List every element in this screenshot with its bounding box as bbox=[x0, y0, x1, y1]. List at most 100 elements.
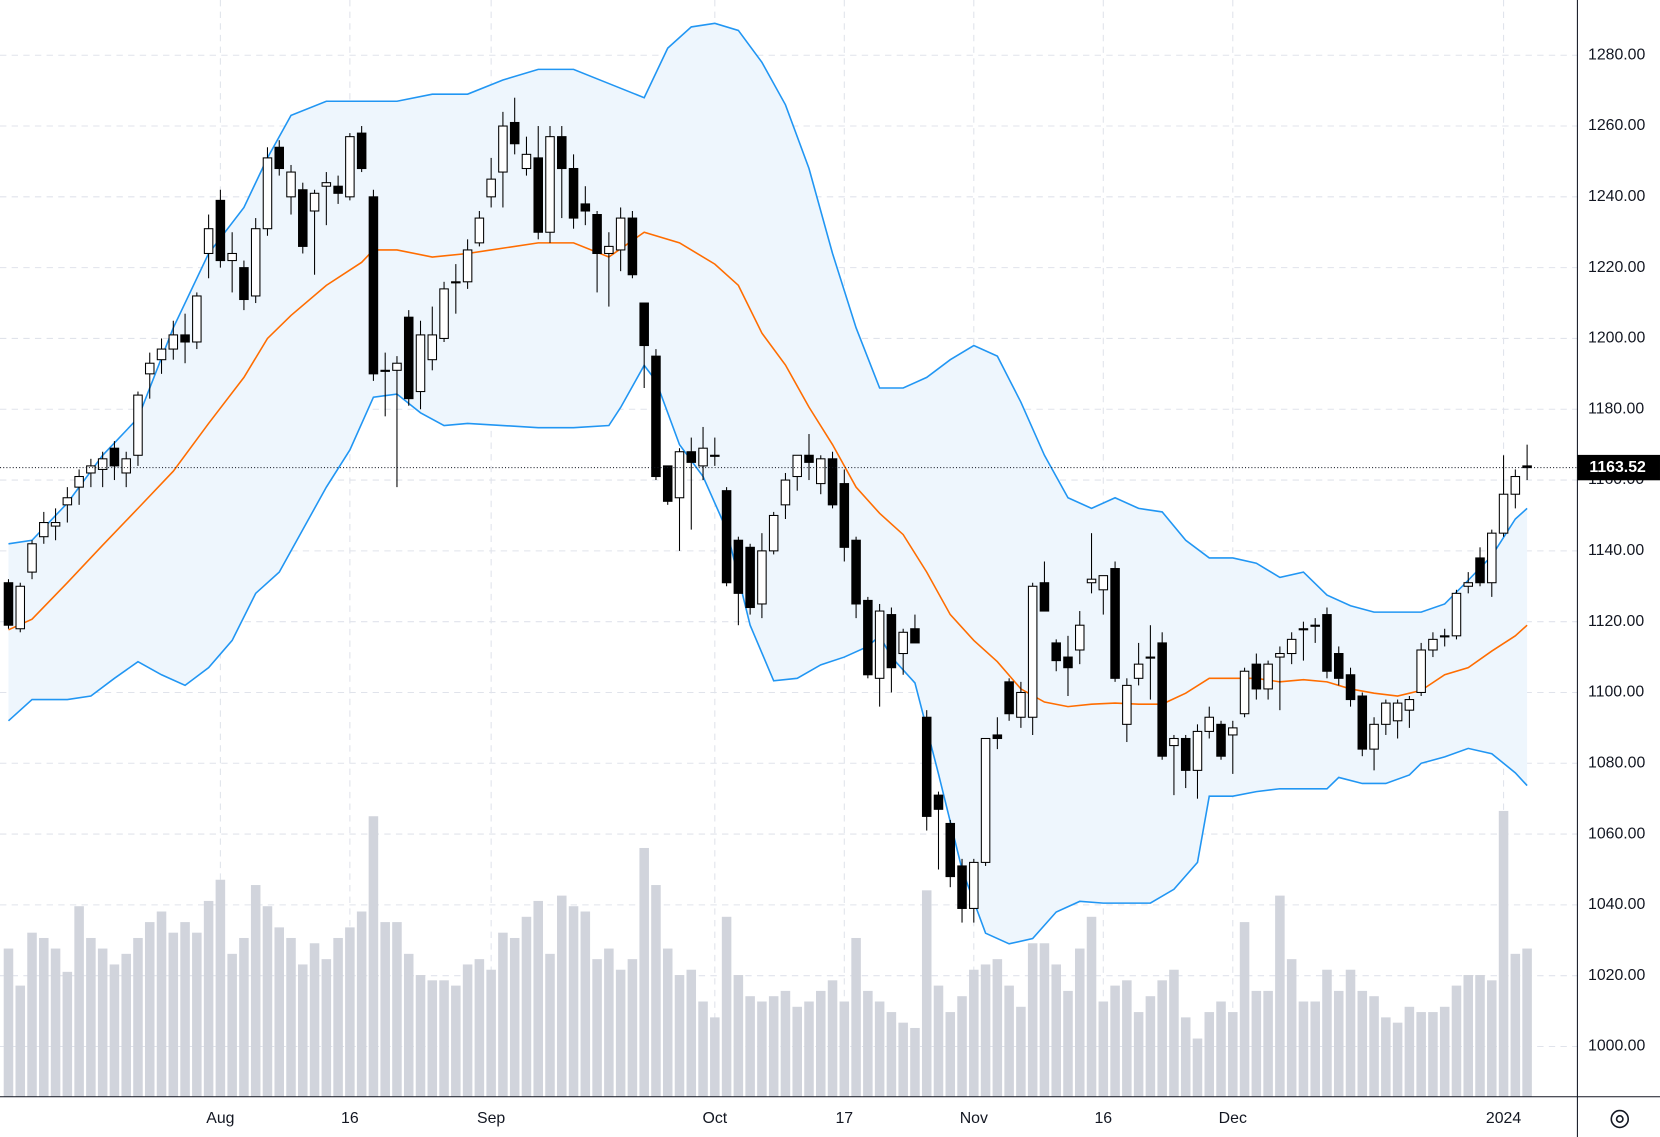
volume-bar bbox=[50, 948, 61, 1097]
candle-body bbox=[921, 716, 932, 817]
candle-body bbox=[1392, 702, 1403, 722]
settings-icon-center bbox=[1615, 1115, 1624, 1123]
volume-bar bbox=[1133, 1012, 1144, 1097]
volume-bar bbox=[180, 922, 190, 1097]
candle-body bbox=[486, 178, 496, 198]
volume-bar bbox=[74, 906, 84, 1097]
candle-body bbox=[1404, 699, 1415, 711]
candle-body bbox=[62, 497, 73, 506]
candle-body bbox=[415, 334, 426, 393]
volume-bar bbox=[780, 990, 791, 1097]
volume-bar bbox=[1345, 969, 1356, 1097]
volume-bar bbox=[1322, 969, 1332, 1097]
candle-body bbox=[356, 132, 367, 170]
volume-bar bbox=[1404, 1006, 1415, 1097]
candle-body bbox=[345, 136, 355, 198]
volume-bar bbox=[1475, 975, 1485, 1097]
candle-body bbox=[368, 196, 379, 375]
candle-body bbox=[521, 153, 532, 170]
candle-body bbox=[1074, 624, 1085, 651]
volume-bar bbox=[1463, 975, 1474, 1097]
volume-bar bbox=[1357, 990, 1368, 1097]
candle-body bbox=[1322, 614, 1332, 672]
settings-icon[interactable] bbox=[1610, 1109, 1630, 1129]
candle-body bbox=[1416, 649, 1426, 694]
band-line bbox=[7, 363, 1528, 945]
candle-body bbox=[109, 447, 120, 467]
volume-bar bbox=[380, 922, 390, 1097]
volume-bar bbox=[1333, 990, 1344, 1097]
x-tick-label: Dec bbox=[1219, 1110, 1247, 1127]
candle-body bbox=[627, 217, 638, 276]
candle-body bbox=[1357, 695, 1368, 750]
candle-body bbox=[1145, 656, 1156, 659]
candle-body bbox=[792, 454, 802, 478]
candle-body bbox=[1157, 642, 1167, 757]
volume-bar bbox=[1192, 1038, 1203, 1097]
volume-bar bbox=[1310, 1001, 1320, 1097]
candle-body bbox=[262, 157, 273, 230]
candle-body bbox=[1463, 582, 1474, 587]
y-tick-label: 1240.00 bbox=[1588, 188, 1646, 205]
candle-body bbox=[1251, 663, 1262, 690]
candle-body bbox=[1510, 475, 1521, 495]
candle-body bbox=[780, 479, 791, 506]
volume-bar bbox=[1381, 1017, 1391, 1097]
candle-body bbox=[957, 865, 967, 909]
volume-bar bbox=[674, 975, 685, 1097]
candle-body bbox=[604, 245, 614, 255]
volume-bar bbox=[839, 1001, 850, 1097]
candle-body bbox=[1180, 737, 1191, 771]
band-line bbox=[8, 22, 1528, 613]
candle-body bbox=[1051, 642, 1061, 662]
volume-bar bbox=[415, 975, 426, 1097]
volume-bar bbox=[533, 900, 543, 1097]
candle-body bbox=[215, 199, 226, 262]
candle-body bbox=[969, 861, 979, 909]
candle-body bbox=[1016, 691, 1026, 718]
volume-bar bbox=[1275, 895, 1285, 1097]
candle-body bbox=[615, 217, 626, 251]
volume-bar bbox=[15, 985, 26, 1097]
candle-body bbox=[1310, 624, 1320, 627]
candle-body bbox=[392, 362, 402, 371]
candle-body bbox=[1428, 638, 1438, 651]
volume-bar bbox=[321, 959, 332, 1097]
volume-bar bbox=[462, 964, 473, 1097]
x-tick-label: 16 bbox=[341, 1110, 359, 1127]
volume-bar bbox=[1216, 1001, 1226, 1097]
candle-body bbox=[380, 369, 390, 372]
volume-bar bbox=[227, 953, 237, 1097]
y-tick-label: 1000.00 bbox=[1588, 1038, 1646, 1055]
volume-bar bbox=[333, 937, 343, 1097]
volume-bar bbox=[1098, 1001, 1109, 1097]
volume-bar bbox=[156, 911, 167, 1097]
y-tick-label: 1040.00 bbox=[1588, 896, 1646, 913]
volume-bar bbox=[1498, 810, 1509, 1097]
candle-body bbox=[74, 475, 84, 488]
volume-bar bbox=[615, 969, 626, 1097]
volume-bar bbox=[1451, 985, 1462, 1097]
candle-body bbox=[451, 281, 461, 284]
candle-body bbox=[1004, 681, 1014, 715]
volume-bar bbox=[1239, 922, 1250, 1097]
volume-bar bbox=[1169, 969, 1179, 1097]
volume-bar bbox=[1027, 943, 1038, 1097]
volume-bar bbox=[792, 1006, 802, 1097]
volume-bar bbox=[557, 895, 567, 1097]
volume-bar bbox=[86, 937, 96, 1097]
volume-bar bbox=[309, 943, 320, 1097]
candle-body bbox=[980, 737, 991, 863]
volume-bar bbox=[262, 906, 273, 1097]
volume-bar bbox=[1063, 990, 1073, 1097]
candle-body bbox=[863, 599, 873, 676]
candle-body bbox=[1263, 663, 1273, 690]
volume-bar bbox=[368, 816, 379, 1097]
candle-body bbox=[180, 334, 190, 343]
y-tick-label: 1140.00 bbox=[1588, 542, 1644, 559]
volume-bar bbox=[580, 911, 591, 1097]
y-tick-label: 1180.00 bbox=[1588, 400, 1644, 417]
volume-bar bbox=[121, 953, 131, 1097]
candle-body bbox=[133, 394, 143, 456]
